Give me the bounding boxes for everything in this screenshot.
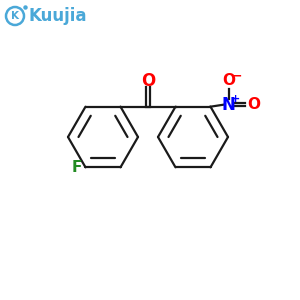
- Text: −: −: [231, 69, 242, 82]
- Text: O: O: [247, 97, 260, 112]
- Text: N: N: [222, 96, 236, 114]
- Text: Kuujia: Kuujia: [28, 7, 86, 25]
- Text: O: O: [222, 73, 235, 88]
- Text: F: F: [71, 160, 82, 175]
- Text: O: O: [141, 72, 155, 90]
- Text: K: K: [11, 11, 19, 21]
- Text: +: +: [231, 94, 240, 104]
